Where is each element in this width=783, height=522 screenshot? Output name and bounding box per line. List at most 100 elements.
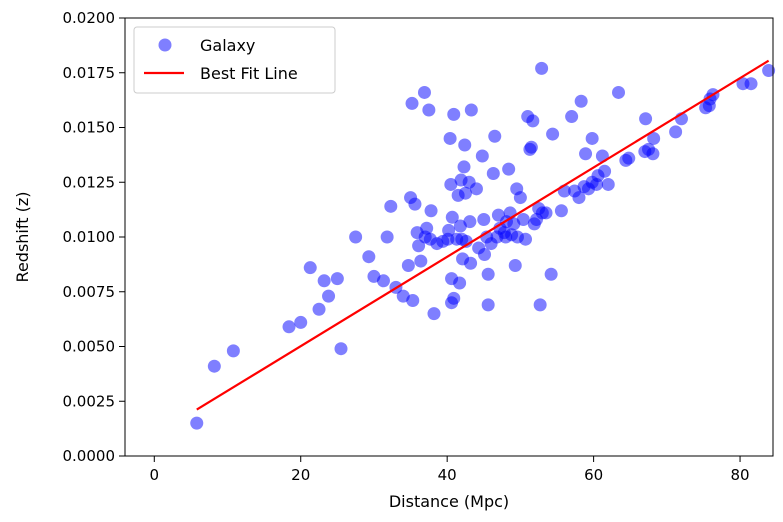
- galaxy-point: [401, 258, 415, 272]
- galaxy-point: [447, 107, 461, 121]
- galaxy-point: [362, 250, 376, 264]
- galaxy-point: [669, 125, 683, 139]
- galaxy-point: [334, 342, 348, 356]
- galaxy-point: [546, 127, 560, 141]
- galaxy-point: [598, 164, 612, 178]
- galaxy-point: [612, 85, 626, 99]
- y-axis: 0.0000 0.0025 0.0050 0.0075 0.0100 0.0125 0.01…: [63, 9, 125, 465]
- galaxy-point: [190, 416, 204, 430]
- galaxy-point: [447, 291, 461, 305]
- galaxy-point: [486, 166, 500, 180]
- galaxy-point: [572, 191, 586, 205]
- galaxy-point: [585, 131, 599, 145]
- galaxy-point: [744, 77, 758, 91]
- galaxy-point: [478, 248, 492, 262]
- galaxy-point: [535, 61, 549, 75]
- galaxy-point: [444, 177, 458, 191]
- galaxy-point: [422, 103, 436, 117]
- x-tick-label: 20: [291, 466, 310, 484]
- galaxy-point: [526, 114, 540, 128]
- galaxy-point: [207, 359, 221, 373]
- galaxy-point: [519, 232, 533, 246]
- galaxy-point: [475, 149, 489, 163]
- galaxy-point: [384, 199, 398, 213]
- galaxy-point: [458, 186, 472, 200]
- galaxy-point: [312, 302, 326, 316]
- galaxy-point: [647, 131, 661, 145]
- y-tick-label: 0.0025: [63, 392, 116, 410]
- galaxy-point: [349, 230, 363, 244]
- scatter-points-layer: [190, 61, 776, 430]
- fit-line-layer: [196, 59, 770, 411]
- y-tick-label: 0.0000: [63, 447, 116, 465]
- galaxy-point: [457, 160, 471, 174]
- best-fit-line: [196, 59, 770, 411]
- galaxy-point: [524, 140, 538, 154]
- galaxy-point: [574, 94, 588, 108]
- galaxy-point: [488, 129, 502, 143]
- galaxy-point: [322, 289, 336, 303]
- y-tick-label: 0.0150: [63, 119, 116, 137]
- galaxy-point: [533, 298, 547, 312]
- galaxy-point: [420, 221, 434, 235]
- galaxy-point: [544, 267, 558, 281]
- galaxy-point: [408, 197, 422, 211]
- x-tick-label: 60: [584, 466, 603, 484]
- x-axis-label: Distance (Mpc): [389, 492, 509, 511]
- galaxy-point: [601, 177, 615, 191]
- y-tick-label: 0.0125: [63, 173, 116, 191]
- galaxy-point: [463, 215, 477, 229]
- galaxy-point: [406, 294, 420, 308]
- y-tick-label: 0.0200: [63, 9, 116, 27]
- x-tick-label: 0: [150, 466, 160, 484]
- legend: Galaxy Best Fit Line: [133, 26, 336, 94]
- galaxy-point: [762, 64, 776, 78]
- galaxy-point: [453, 276, 467, 290]
- y-tick-label: 0.0175: [63, 64, 116, 82]
- galaxy-point: [424, 204, 438, 218]
- galaxy-point: [481, 298, 495, 312]
- legend-fit-line-label: Best Fit Line: [200, 64, 298, 83]
- galaxy-point: [481, 267, 495, 281]
- galaxy-point: [445, 210, 459, 224]
- x-tick-label: 40: [438, 466, 457, 484]
- galaxy-point: [226, 344, 240, 358]
- galaxy-point: [294, 315, 308, 329]
- galaxy-point: [443, 131, 457, 145]
- galaxy-point: [554, 204, 568, 218]
- galaxy-point: [565, 110, 579, 124]
- galaxy-point: [469, 182, 483, 196]
- galaxy-point: [513, 191, 527, 205]
- y-tick-label: 0.0050: [63, 338, 116, 356]
- legend-galaxy-marker: [158, 38, 172, 52]
- y-axis-label: Redshift (z): [13, 192, 32, 283]
- galaxy-point: [579, 147, 593, 161]
- galaxy-point: [516, 212, 530, 226]
- legend-galaxy-label: Galaxy: [200, 36, 255, 55]
- x-tick-label: 80: [731, 466, 750, 484]
- galaxy-point: [380, 230, 394, 244]
- y-tick-label: 0.0075: [63, 283, 116, 301]
- galaxy-point: [376, 274, 390, 288]
- galaxy-point: [639, 112, 653, 126]
- galaxy-point: [330, 272, 344, 286]
- galaxy-point: [427, 307, 441, 321]
- galaxy-point: [317, 274, 331, 288]
- galaxy-point: [539, 206, 553, 220]
- galaxy-point: [458, 138, 472, 152]
- legend-box: [133, 26, 336, 94]
- galaxy-point: [303, 261, 317, 275]
- galaxy-point: [622, 151, 636, 165]
- galaxy-point: [414, 254, 428, 268]
- x-axis: 0 20 40 60 80: [150, 456, 750, 484]
- galaxy-point: [417, 85, 431, 99]
- galaxy-point: [442, 223, 456, 237]
- galaxy-point: [477, 212, 491, 226]
- galaxy-point: [405, 96, 419, 110]
- y-tick-label: 0.0100: [63, 228, 116, 246]
- galaxy-point: [464, 103, 478, 117]
- galaxy-point: [282, 320, 296, 334]
- galaxy-point: [459, 234, 473, 248]
- galaxy-point: [508, 258, 522, 272]
